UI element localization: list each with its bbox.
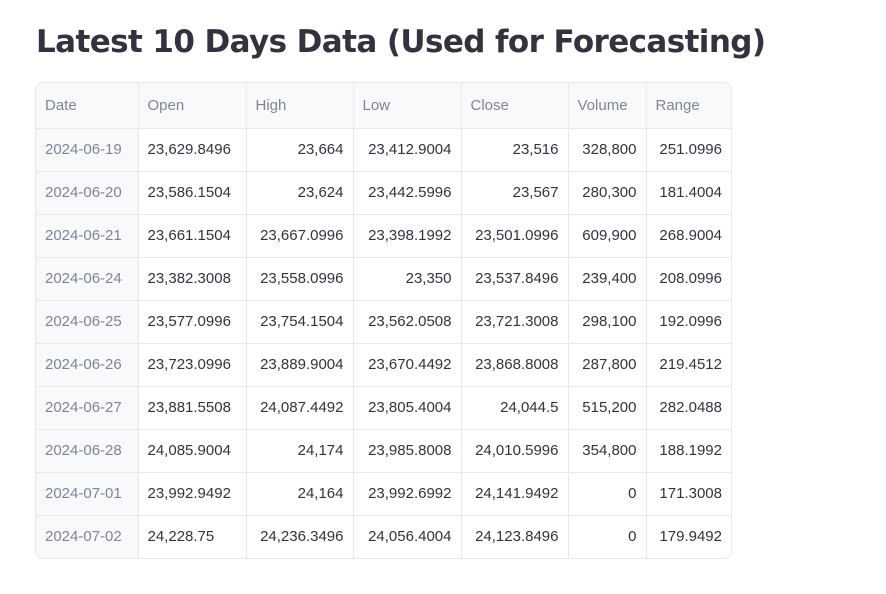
cell-high[interactable]: 24,174 xyxy=(246,429,354,473)
column-header-date[interactable]: Date xyxy=(36,83,139,129)
cell-close[interactable]: 23,721.3008 xyxy=(461,300,569,344)
cell-range[interactable]: 208.0996 xyxy=(646,257,731,301)
table-row: 2024-06-19 23,629.8496 23,664 23,412.9004 23… xyxy=(36,128,731,172)
table-row: 2024-06-28 24,085.9004 24,174 23,985.8008 24… xyxy=(36,429,731,473)
cell-high[interactable]: 23,667.0996 xyxy=(246,214,354,258)
cell-open[interactable]: 23,723.0996 xyxy=(138,343,247,387)
cell-date[interactable]: 2024-06-20 xyxy=(36,171,139,215)
cell-range[interactable]: 219.4512 xyxy=(646,343,731,387)
table-row: 2024-07-01 23,992.9492 24,164 23,992.6992 24… xyxy=(36,472,731,516)
cell-range[interactable]: 192.0996 xyxy=(646,300,731,344)
column-header-low[interactable]: Low xyxy=(353,83,462,129)
table-row: 2024-06-21 23,661.1504 23,667.0996 23,398.1… xyxy=(36,214,731,258)
cell-volume[interactable]: 354,800 xyxy=(568,429,647,473)
cell-high[interactable]: 24,164 xyxy=(246,472,354,516)
cell-high[interactable]: 23,664 xyxy=(246,128,354,172)
cell-high[interactable]: 23,558.0996 xyxy=(246,257,354,301)
table-row: 2024-07-02 24,228.75 24,236.3496 24,056.400… xyxy=(36,515,731,558)
table-row: 2024-06-26 23,723.0996 23,889.9004 23,670.4… xyxy=(36,343,731,387)
cell-open[interactable]: 23,992.9492 xyxy=(138,472,247,516)
cell-range[interactable]: 181.4004 xyxy=(646,171,731,215)
cell-low[interactable]: 23,350 xyxy=(353,257,462,301)
data-table[interactable]: Date Open High Low Close Volume Range 20… xyxy=(35,82,732,559)
cell-high[interactable]: 23,889.9004 xyxy=(246,343,354,387)
cell-date[interactable]: 2024-06-27 xyxy=(36,386,139,430)
cell-high[interactable]: 23,754.1504 xyxy=(246,300,354,344)
column-header-close[interactable]: Close xyxy=(461,83,569,129)
cell-low[interactable]: 23,805.4004 xyxy=(353,386,462,430)
cell-close[interactable]: 23,868.8008 xyxy=(461,343,569,387)
cell-volume[interactable]: 609,900 xyxy=(568,214,647,258)
cell-volume[interactable]: 0 xyxy=(568,515,647,558)
cell-date[interactable]: 2024-06-26 xyxy=(36,343,139,387)
cell-close[interactable]: 24,010.5996 xyxy=(461,429,569,473)
cell-high[interactable]: 24,236.3496 xyxy=(246,515,354,558)
cell-range[interactable]: 179.9492 xyxy=(659,528,722,546)
cell-volume[interactable]: 328,800 xyxy=(568,128,647,172)
cell-date[interactable]: 2024-06-24 xyxy=(36,257,139,301)
cell-low[interactable]: 24,056.4004 xyxy=(353,515,462,558)
column-header-volume[interactable]: Volume xyxy=(568,83,647,129)
cell-volume[interactable]: 287,800 xyxy=(568,343,647,387)
table-row: 2024-06-27 23,881.5508 24,087.4492 23,805.4… xyxy=(36,386,731,430)
cell-date[interactable]: 2024-07-02 xyxy=(36,515,139,558)
cell-date[interactable]: 2024-06-19 xyxy=(36,128,139,172)
cell-volume[interactable]: 0 xyxy=(568,472,647,516)
cell-open[interactable]: 23,881.5508 xyxy=(138,386,247,430)
column-header-high[interactable]: High xyxy=(246,83,354,129)
cell-open[interactable]: 23,577.0996 xyxy=(138,300,247,344)
cell-low[interactable]: 23,992.6992 xyxy=(353,472,462,516)
cell-volume[interactable]: 298,100 xyxy=(568,300,647,344)
cell-range[interactable]: 282.0488 xyxy=(646,386,731,430)
cell-high[interactable]: 23,624 xyxy=(246,171,354,215)
page-title: Latest 10 Days Data (Used for Forecastin… xyxy=(36,24,766,60)
cell-close[interactable]: 23,537.8496 xyxy=(461,257,569,301)
cell-low[interactable]: 23,442.5996 xyxy=(353,171,462,215)
cell-close[interactable]: 23,567 xyxy=(461,171,569,215)
cell-close[interactable]: 23,501.0996 xyxy=(461,214,569,258)
cell-date[interactable]: 2024-06-28 xyxy=(36,429,139,473)
cell-open[interactable]: 24,085.9004 xyxy=(138,429,247,473)
cell-date[interactable]: 2024-06-25 xyxy=(36,300,139,344)
cell-high[interactable]: 24,087.4492 xyxy=(246,386,354,430)
table-row: 2024-06-25 23,577.0996 23,754.1504 23,562.0… xyxy=(36,300,731,344)
cell-date[interactable]: 2024-07-01 xyxy=(36,472,139,516)
cell-low[interactable]: 23,985.8008 xyxy=(353,429,462,473)
cell-close[interactable]: 24,044.5 xyxy=(461,386,569,430)
cell-open[interactable]: 23,629.8496 xyxy=(138,128,247,172)
cell-open[interactable]: 23,586.1504 xyxy=(138,171,247,215)
cell-range[interactable]: 251.0996 xyxy=(646,128,731,172)
cell-open[interactable]: 23,382.3008 xyxy=(138,257,247,301)
table-header-row: Date Open High Low Close Volume Range xyxy=(36,83,731,129)
cell-volume[interactable]: 239,400 xyxy=(568,257,647,301)
cell-open[interactable]: 23,661.1504 xyxy=(138,214,247,258)
cell-low[interactable]: 23,562.0508 xyxy=(353,300,462,344)
cell-low[interactable]: 23,398.1992 xyxy=(353,214,462,258)
table-row: 2024-06-24 23,382.3008 23,558.0996 23,350 23… xyxy=(36,257,731,301)
cell-date[interactable]: 2024-06-21 xyxy=(36,214,139,258)
cell-low[interactable]: 23,670.4492 xyxy=(353,343,462,387)
cell-close[interactable]: 24,123.8496 xyxy=(461,515,569,558)
cell-volume[interactable]: 280,300 xyxy=(568,171,647,215)
column-header-open[interactable]: Open xyxy=(138,83,247,129)
cell-volume[interactable]: 515,200 xyxy=(568,386,647,430)
cell-close[interactable]: 24,141.9492 xyxy=(461,472,569,516)
cell-range[interactable]: 188.1992 xyxy=(646,429,731,473)
cell-low[interactable]: 23,412.9004 xyxy=(353,128,462,172)
cell-close[interactable]: 23,516 xyxy=(461,128,569,172)
cell-open[interactable]: 24,228.75 xyxy=(138,515,247,558)
cell-range[interactable]: 268.9004 xyxy=(646,214,731,258)
column-header-range[interactable]: Range xyxy=(646,83,731,129)
cell-range[interactable]: 171.3008 xyxy=(646,472,731,516)
table-row: 2024-06-20 23,586.1504 23,624 23,442.5996 23… xyxy=(36,171,731,215)
